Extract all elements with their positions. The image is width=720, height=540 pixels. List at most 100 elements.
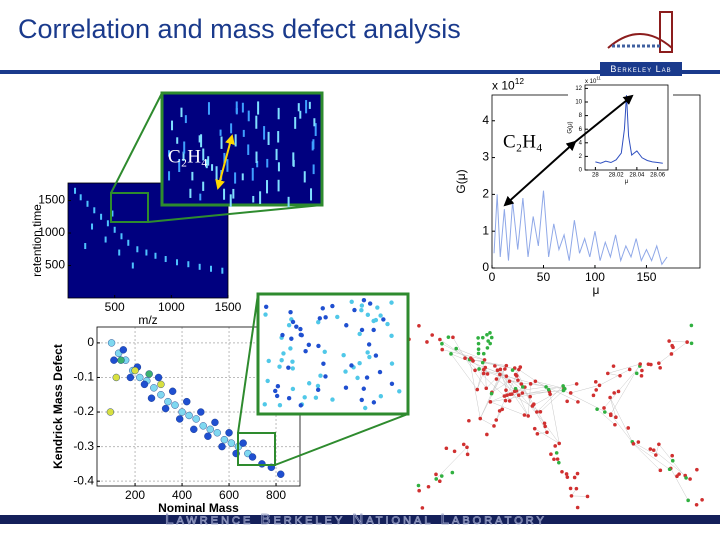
network-edge xyxy=(441,343,473,361)
zoom-dot xyxy=(321,361,326,366)
network-edge xyxy=(485,367,487,389)
heat-cell xyxy=(127,239,130,246)
network-node xyxy=(489,391,494,396)
network-node xyxy=(488,341,492,346)
y-axis-label: retention time xyxy=(30,204,44,277)
zoom-dot xyxy=(277,364,282,369)
zoom-inset xyxy=(160,91,324,207)
zoom-stripe xyxy=(299,110,302,119)
zoom-dot xyxy=(290,319,296,325)
zoom-dot xyxy=(323,315,328,320)
zoom-dot xyxy=(280,332,285,338)
y-tick-label: 2 xyxy=(579,154,583,160)
point xyxy=(204,432,212,440)
point xyxy=(136,373,144,382)
heat-cell xyxy=(111,210,114,217)
network-node xyxy=(516,378,520,383)
zoom-dot xyxy=(262,402,267,407)
y-tick-label: 1000 xyxy=(38,225,65,239)
network-node xyxy=(585,494,590,499)
network-node xyxy=(522,413,527,417)
axis-scale-exponent: 12 xyxy=(515,76,525,86)
zoom-dot xyxy=(299,333,304,338)
network-edge xyxy=(633,443,670,470)
zoom-dot xyxy=(343,385,349,390)
network-node xyxy=(449,352,453,356)
zoom-dot xyxy=(316,319,321,325)
network-edge xyxy=(456,348,485,361)
point xyxy=(150,384,158,392)
network-node xyxy=(667,467,672,472)
network-node xyxy=(488,400,493,404)
point xyxy=(211,418,219,427)
zoom-stripe xyxy=(223,188,226,200)
heat-cell xyxy=(210,265,213,272)
network-edge xyxy=(477,359,485,390)
network-node xyxy=(677,472,681,476)
point xyxy=(140,380,149,389)
x-tick-label: 28 xyxy=(592,172,599,178)
network-edge xyxy=(480,418,495,427)
network-node xyxy=(504,363,509,368)
zoom-stripe xyxy=(241,102,244,113)
zoom-stripe xyxy=(277,131,280,143)
network-edge xyxy=(599,369,630,386)
point xyxy=(126,373,135,382)
network-node xyxy=(638,362,642,366)
point xyxy=(145,370,153,378)
network-edge xyxy=(491,381,510,393)
point xyxy=(277,470,285,478)
network-node xyxy=(657,361,661,365)
network-edge xyxy=(535,381,579,403)
network-node xyxy=(654,453,658,457)
network-node xyxy=(498,367,503,372)
zoom-link xyxy=(110,92,163,194)
arrow xyxy=(574,94,634,143)
network-node xyxy=(450,470,455,475)
network-node xyxy=(614,415,618,420)
network-edge xyxy=(469,359,481,419)
network-node xyxy=(438,337,442,342)
zoom-dot xyxy=(263,312,268,317)
x-tick-label: 500 xyxy=(105,300,125,314)
network-node xyxy=(549,452,553,456)
network-node xyxy=(560,470,564,474)
point xyxy=(218,442,226,451)
y-tick-label: -0.2 xyxy=(73,404,94,418)
zoom-dot xyxy=(378,313,383,318)
point xyxy=(227,439,236,447)
zoom-stripe xyxy=(294,116,297,129)
x-tick-label: 150 xyxy=(636,270,656,284)
y-tick-label: 0 xyxy=(87,335,94,349)
network-node xyxy=(492,424,496,428)
zoom-dot xyxy=(389,361,395,366)
network-node xyxy=(520,391,525,395)
network-edge xyxy=(607,363,641,374)
heat-cell xyxy=(104,236,107,243)
network-node xyxy=(463,356,467,360)
network-edge xyxy=(534,428,560,444)
zoom-stripe xyxy=(176,137,179,144)
network-node xyxy=(467,418,471,423)
x-tick-label: 400 xyxy=(172,488,192,502)
network-node xyxy=(437,479,442,483)
y-tick-label: -0.4 xyxy=(73,473,94,487)
network-edge xyxy=(480,374,501,419)
axes-frame xyxy=(584,84,669,171)
network-node xyxy=(574,486,579,491)
zoom-dot xyxy=(343,369,348,374)
zoom-dot xyxy=(357,360,362,366)
network-edge xyxy=(464,358,487,389)
network-node xyxy=(502,394,507,398)
network-edge xyxy=(514,367,526,388)
network-node xyxy=(518,365,523,369)
network-node xyxy=(565,475,570,479)
network-node xyxy=(485,332,489,337)
network-edge xyxy=(658,341,688,364)
zoom-dot xyxy=(279,358,284,363)
zoom-dot xyxy=(389,381,395,386)
network-node xyxy=(689,323,694,328)
zoom-stripe xyxy=(241,173,244,181)
y-tick-label: 4 xyxy=(482,113,489,127)
network-edge xyxy=(515,388,545,424)
